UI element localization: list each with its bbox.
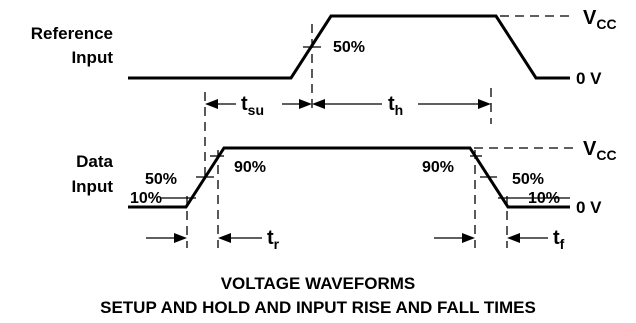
caption-line1: VOLTAGE WAVEFORMS bbox=[221, 274, 416, 293]
data-zero-label: 0 V bbox=[576, 198, 602, 217]
th-label: th bbox=[388, 93, 403, 118]
data-label-line2: Input bbox=[71, 177, 113, 196]
tf-label: tf bbox=[553, 227, 565, 252]
data-10-left-label: 10% bbox=[130, 190, 162, 207]
tf-left-arrowhead bbox=[462, 233, 475, 243]
data-50-right-label: 50% bbox=[512, 171, 544, 188]
th-arrowhead-left bbox=[312, 99, 325, 109]
data-90-left-label: 90% bbox=[234, 159, 266, 176]
tsu-arrowhead-right bbox=[299, 99, 312, 109]
data-waveform bbox=[128, 146, 570, 209]
tf-right-arrowhead bbox=[507, 233, 520, 243]
ref-zero-label: 0 V bbox=[576, 69, 602, 88]
tr-label: tr bbox=[267, 227, 280, 252]
data-vcc-label: VCC bbox=[583, 138, 617, 163]
data-label-line1: Data bbox=[76, 152, 113, 171]
data-50-left-label: 50% bbox=[145, 171, 177, 188]
ref-50-label: 50% bbox=[333, 39, 365, 56]
data-90-right-label: 90% bbox=[422, 159, 454, 176]
data-10-right-label: 10% bbox=[528, 190, 560, 207]
reference-label-line2: Input bbox=[71, 48, 113, 67]
th-arrowhead-right bbox=[478, 99, 491, 109]
caption-line2: SETUP AND HOLD AND INPUT RISE AND FALL T… bbox=[100, 298, 536, 317]
tsu-arrowhead-left bbox=[205, 99, 218, 109]
tr-left-arrowhead bbox=[174, 233, 187, 243]
tr-right-arrowhead bbox=[218, 233, 231, 243]
ref-vcc-label: VCC bbox=[583, 7, 617, 32]
reference-label-line1: Reference bbox=[31, 24, 113, 43]
reference-waveform bbox=[128, 14, 570, 80]
tsu-label: tsu bbox=[241, 93, 264, 118]
